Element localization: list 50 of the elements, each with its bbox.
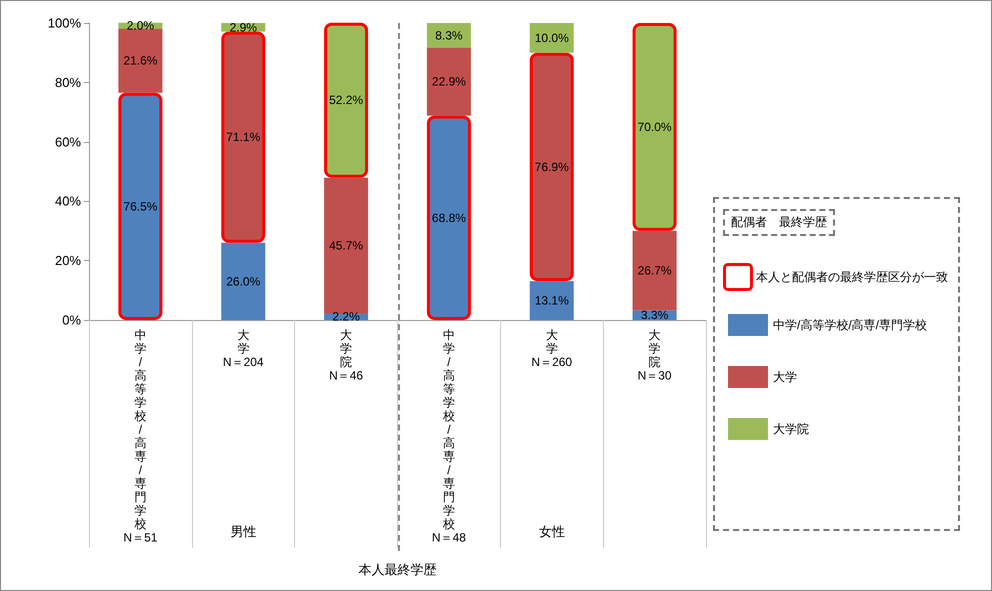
bar [632, 230, 677, 310]
x-tick-label: 大学院 N＝46 [329, 328, 364, 382]
x-tick-label: 大学 N＝204 [222, 328, 264, 369]
data-label: 2.0% [126, 18, 154, 33]
data-label: 21.6% [123, 54, 158, 68]
data-label: 3.3% [640, 308, 669, 322]
legend-label: 大学院 [773, 422, 809, 436]
bar [221, 242, 266, 320]
y-tick-label: 80% [54, 74, 82, 90]
y-tick-label: 60% [54, 134, 82, 150]
category-label: 中学/高等学校/高専/専門学校 N＝51 [123, 328, 158, 544]
text: 男性 [230, 524, 256, 541]
bar [530, 281, 574, 320]
y-tick-label: 20% [54, 253, 82, 268]
data-label: 52.2% [329, 93, 364, 108]
data-label: 26.7% [638, 264, 672, 278]
data-label: 2.2% [332, 310, 360, 324]
bar [426, 116, 471, 320]
x-tick-label: 大学院 N＝30 [638, 328, 672, 382]
text: 本人最終学歴 [358, 562, 436, 579]
data-label: 71.1% [226, 130, 261, 144]
data-label: 10.0% [534, 30, 570, 45]
bar [426, 48, 471, 116]
bar [530, 52, 574, 282]
bar [324, 22, 368, 178]
data-label: 76.9% [534, 160, 570, 174]
y-tick-label: 40% [54, 194, 82, 209]
legend-label: 中学/高等学校/高専/専門学校 [773, 318, 928, 332]
x-tick-label: 大学 N＝260 [531, 328, 572, 369]
text: 本人と配偶者の最終学歴区分が一致 [756, 269, 948, 286]
bar [221, 32, 266, 243]
data-label: 2.9% [230, 20, 258, 34]
text: 女性 [538, 524, 565, 541]
data-label: 8.3% [435, 28, 463, 42]
legend-title: 配偶者 最終学歴 [723, 209, 835, 236]
data-label: 76.5% [123, 199, 158, 214]
y-tick-label: 100% [48, 16, 82, 30]
category-label: 中学/高等学校/高専/専門学校 N＝48 [432, 328, 466, 544]
bar [118, 92, 162, 320]
bar [118, 28, 162, 93]
data-label: 45.7% [329, 238, 364, 253]
bar [324, 178, 368, 314]
legend-label: 大学 [773, 370, 797, 384]
data-label: 68.8% [432, 210, 466, 225]
y-tick-label: 0% [62, 312, 82, 328]
data-label: 13.1% [534, 294, 570, 308]
data-label: 70.0% [638, 120, 672, 134]
data-label: 22.9% [432, 74, 466, 89]
bar [632, 23, 677, 231]
data-label: 26.0% [226, 274, 261, 288]
